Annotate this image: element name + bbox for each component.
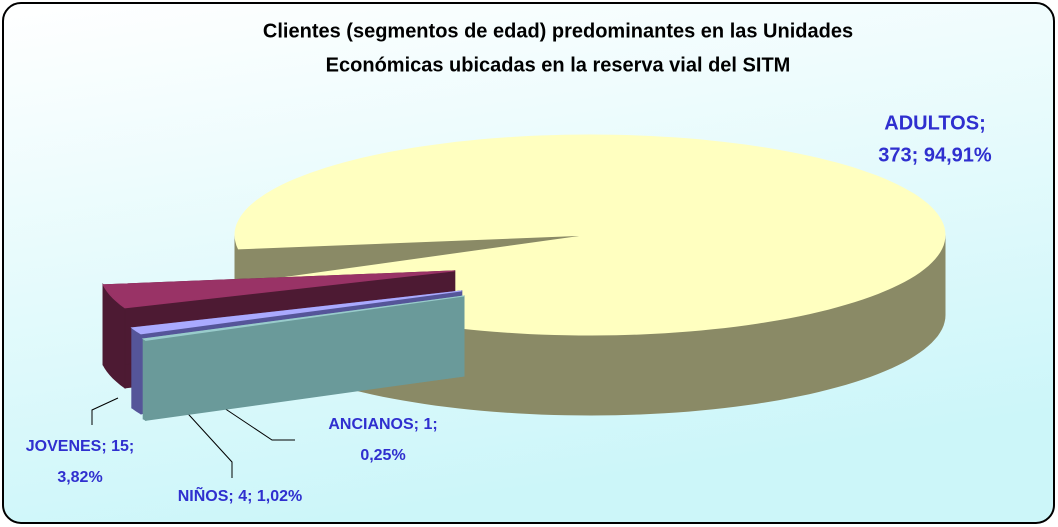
- chart-title: Económicas ubicadas en la reserva vial d…: [326, 54, 791, 76]
- slice-top: [141, 295, 465, 341]
- data-label: NIÑOS; 4; 1,02%: [178, 485, 302, 505]
- data-label: ANCIANOS; 1;: [328, 416, 437, 433]
- pie-slice: [141, 295, 465, 422]
- slice-top: [130, 290, 462, 335]
- chart-title: Clientes (segmentos de edad) predominant…: [263, 20, 853, 42]
- slice-side: [131, 326, 142, 415]
- data-label: 373; 94,91%: [878, 144, 992, 166]
- leader-lines: [91, 397, 295, 478]
- data-label: JOVENES; 15;: [26, 438, 134, 455]
- data-label: ADULTOS;: [884, 112, 985, 134]
- slice-top: [102, 270, 455, 309]
- data-label: 3,82%: [57, 469, 102, 486]
- data-label: 0,25%: [360, 447, 405, 464]
- slice-side: [142, 338, 147, 422]
